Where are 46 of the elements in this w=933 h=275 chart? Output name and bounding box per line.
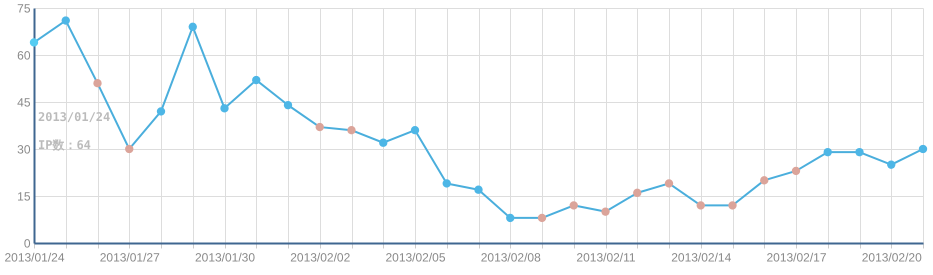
y-tick-label: 45 xyxy=(17,96,31,110)
point xyxy=(506,214,514,222)
point xyxy=(284,100,292,110)
point xyxy=(125,144,134,154)
x-tick-label: 2013/02/14 xyxy=(671,250,732,264)
point xyxy=(633,188,642,198)
point xyxy=(347,126,356,134)
point xyxy=(442,179,451,188)
x-tick-label: 2013/01/27 xyxy=(100,250,160,264)
x-tick-label: 2013/02/20 xyxy=(862,250,922,264)
point xyxy=(156,107,166,116)
point xyxy=(220,104,229,112)
point xyxy=(188,22,197,31)
x-tick-label: 2013/02/11 xyxy=(576,250,636,264)
point xyxy=(792,166,800,176)
point xyxy=(93,79,102,88)
point xyxy=(252,76,260,84)
point xyxy=(696,201,705,210)
point xyxy=(316,122,324,132)
point xyxy=(30,38,38,47)
x-tick-label: 2013/01/24 xyxy=(4,250,65,264)
x-tick-label: 2013/02/08 xyxy=(480,250,542,264)
point xyxy=(664,179,674,188)
point xyxy=(474,186,483,194)
x-tick-label: 2013/01/30 xyxy=(194,250,256,264)
point xyxy=(855,148,864,156)
y-tick-label: 30 xyxy=(17,142,31,156)
x-tick-label: 2013/02/02 xyxy=(290,250,351,264)
y-tick-label: 15 xyxy=(17,190,31,204)
x-tick-label: 2013/02/17 xyxy=(766,250,827,264)
y-tick-label: 75 xyxy=(17,2,31,16)
point xyxy=(570,201,578,210)
y-tick-label: 60 xyxy=(17,48,31,62)
point xyxy=(538,214,546,222)
point xyxy=(760,176,768,185)
point xyxy=(379,138,388,147)
point xyxy=(410,126,420,134)
point xyxy=(824,148,832,156)
point xyxy=(62,16,70,25)
point xyxy=(601,207,610,216)
x-tick-label: 2013/02/05 xyxy=(385,250,446,264)
y-tick-label: 0 xyxy=(24,236,31,250)
point xyxy=(887,160,896,169)
point xyxy=(728,201,737,210)
annotation: 2013/01/24 IP数：64 xyxy=(38,110,110,152)
point xyxy=(918,144,928,154)
